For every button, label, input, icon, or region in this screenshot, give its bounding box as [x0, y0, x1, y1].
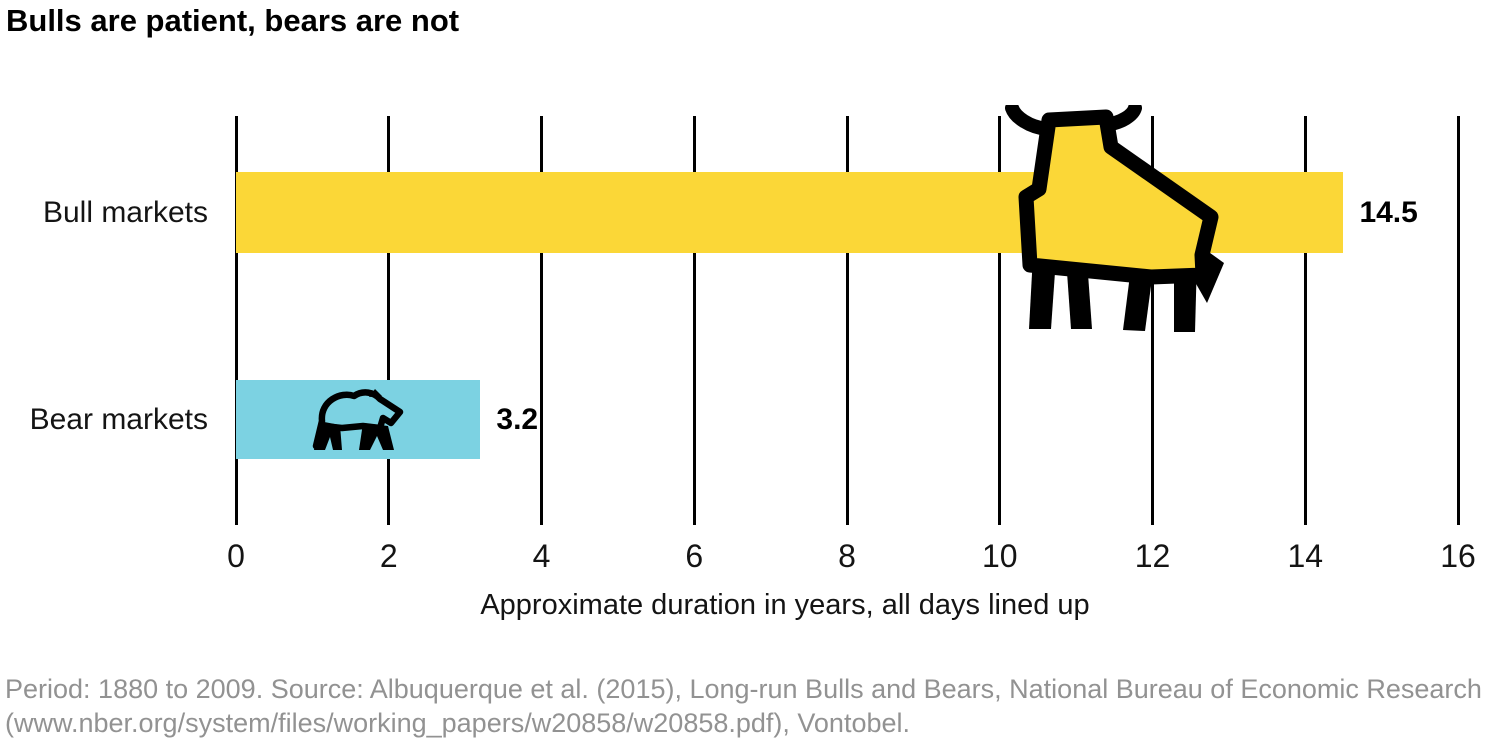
chart-title: Bulls are patient, bears are not [6, 3, 460, 38]
source-note-line-1: Period: 1880 to 2009. Source: Albuquerqu… [5, 674, 1482, 704]
gridline-x-0 [234, 116, 238, 525]
x-tick-label-2: 2 [379, 538, 398, 574]
gridline-x-10 [998, 116, 1002, 525]
x-tick-label-4: 4 [532, 538, 551, 574]
x-tick-label-8: 8 [838, 538, 856, 574]
gridline-x-12 [1151, 116, 1154, 525]
bear-icon [312, 389, 404, 450]
gridline-x-2 [387, 116, 391, 525]
gridline-x-16 [1456, 116, 1460, 525]
x-tick-label-0: 0 [227, 538, 245, 574]
value-label-bull-markets: 14.5 [1359, 196, 1418, 229]
source-note-line-2: (www.nber.org/system/files/working_paper… [5, 708, 911, 738]
x-tick-label-12: 12 [1134, 538, 1171, 574]
x-tick-label-6: 6 [685, 538, 704, 574]
bull-icon [1005, 105, 1224, 332]
gridline-x-8 [845, 116, 849, 525]
source-note: Period: 1880 to 2009. Source: Albuquerqu… [5, 672, 1485, 739]
value-label-bear-markets: 3.2 [496, 403, 539, 436]
category-label-bear-markets: Bear markets [29, 403, 208, 436]
category-label-bull-markets: Bull markets [42, 196, 208, 229]
gridline-x-14 [1303, 116, 1307, 525]
gridline-x-6 [692, 116, 696, 525]
x-tick-label-10: 10 [981, 538, 1018, 574]
gridline-x-4 [540, 116, 543, 525]
x-axis-label: Approximate duration in years, all days … [480, 589, 1090, 621]
x-tick-label-14: 14 [1287, 538, 1324, 574]
x-tick-label-16: 16 [1440, 538, 1476, 574]
plot-area: 14.5 3.2 0 2 4 6 8 10 12 14 16 [227, 116, 1476, 574]
